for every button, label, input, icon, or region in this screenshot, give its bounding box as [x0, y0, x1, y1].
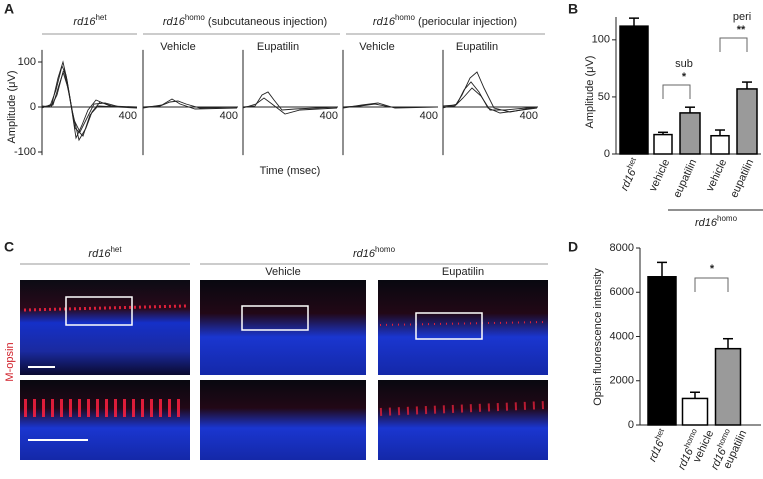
header-main: rd16	[88, 248, 111, 260]
bar	[679, 112, 701, 155]
x-tick-label-main: rd16	[646, 438, 667, 464]
header: rd16het	[73, 13, 107, 28]
condition: Vehicle	[359, 41, 394, 53]
header-sup: homo	[375, 245, 396, 254]
y-tick-label: 0	[604, 148, 610, 160]
bar	[714, 347, 742, 426]
header-main: rd16	[163, 16, 186, 28]
bar	[710, 134, 730, 155]
header-main: rd16	[73, 16, 96, 28]
annotation: peri	[733, 11, 751, 23]
header-sup: het	[110, 245, 122, 254]
group-label-main: rd16	[695, 217, 718, 229]
annotation: **	[737, 24, 746, 36]
x-tick-label: rd16het	[643, 426, 671, 463]
x-tick-label: eupatilin	[728, 157, 756, 199]
header-note: (periocular injection)	[415, 16, 517, 28]
y-tick-label: 0	[30, 101, 36, 113]
y-tick-label: 4000	[610, 330, 634, 342]
annotation: sub	[675, 58, 693, 70]
condition: Eupatilin	[257, 41, 299, 53]
x-tick-label: 400	[119, 110, 137, 122]
header: rd16het	[88, 245, 122, 260]
x-tick-label-main: rd16	[618, 167, 639, 193]
y-tick-label: 8000	[610, 242, 634, 254]
x-tick-label-sup: het	[653, 426, 666, 441]
bar	[653, 133, 673, 155]
x-tick-label: vehicle	[704, 157, 729, 193]
x-tick-label-sup: homo	[715, 427, 732, 449]
bar	[647, 276, 677, 426]
x-axis-label: Time (msec)	[260, 165, 321, 177]
y-tick-label: 100	[18, 56, 36, 68]
group-label-sup: homo	[717, 214, 738, 223]
condition: Eupatilin	[442, 266, 484, 278]
annotation: *	[710, 263, 715, 275]
panel-label: B	[568, 1, 578, 17]
panel-label: C	[4, 239, 14, 255]
header: rd16homo (periocular injection)	[373, 13, 517, 28]
condition: Vehicle	[160, 41, 195, 53]
y-tick-label: 2000	[610, 375, 634, 387]
panel-label: A	[4, 1, 14, 17]
x-tick-label: 400	[220, 110, 238, 122]
condition: Eupatilin	[456, 41, 498, 53]
header-sup: homo	[185, 13, 206, 22]
y-axis-label: Opsin fluorescence intensity	[592, 268, 604, 406]
erg-traces	[41, 60, 538, 142]
micrographs	[20, 280, 548, 460]
y-axis-label: Amplitude (μV)	[584, 56, 596, 129]
x-tick-label: 400	[420, 110, 438, 122]
x-tick-label: eupatilin	[671, 157, 699, 199]
y-tick-label: 100	[592, 34, 610, 46]
significance-bracket	[719, 37, 748, 52]
bar	[619, 25, 649, 155]
header: rd16homo	[353, 245, 396, 260]
significance-bracket	[662, 84, 691, 99]
x-tick-label-sup: homo	[682, 427, 699, 449]
header-sup: homo	[395, 13, 416, 22]
y-axis-label: Amplitude (μV)	[6, 71, 18, 144]
significance-bracket	[694, 277, 729, 292]
header-sup: het	[95, 13, 107, 22]
header-main: rd16	[373, 16, 396, 28]
header-note: (subcutaneous injection)	[205, 16, 327, 28]
y-tick-label: 0	[628, 419, 634, 431]
header-main: rd16	[353, 248, 376, 260]
bar	[681, 397, 709, 426]
y-tick-label: 50	[598, 91, 610, 103]
annotation: *	[682, 71, 687, 83]
stain-label: M-opsin	[4, 342, 16, 381]
x-tick-label: 400	[320, 110, 338, 122]
condition: Vehicle	[265, 266, 300, 278]
x-tick-label: 400	[520, 110, 538, 122]
y-tick-label: 6000	[610, 286, 634, 298]
group-label: rd16homo	[695, 214, 738, 229]
header: rd16homo (subcutaneous injection)	[163, 13, 327, 28]
x-tick-label: vehicle	[647, 157, 672, 193]
x-tick-label-sup: het	[625, 155, 638, 170]
y-tick-label: -100	[14, 146, 36, 158]
panel-label: D	[568, 239, 578, 255]
bar	[736, 88, 758, 155]
x-tick-label: rd16het	[615, 155, 643, 192]
